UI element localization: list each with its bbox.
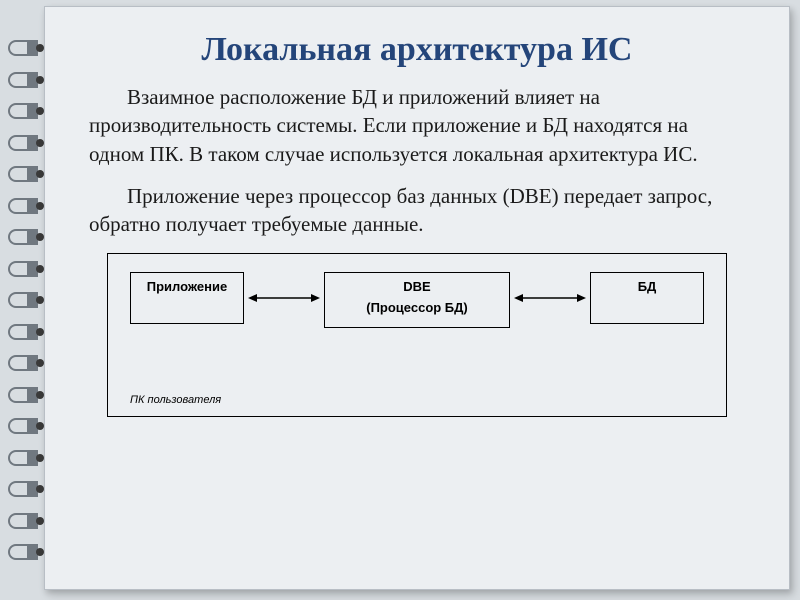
- node-app-label: Приложение: [131, 279, 243, 294]
- slide-title: Локальная архитектура ИС: [89, 31, 745, 69]
- paragraph-1: Взаимное расположение БД и приложений вл…: [89, 83, 745, 168]
- node-db: БД: [590, 272, 704, 324]
- arrow-app-dbe: [248, 272, 320, 324]
- diagram-container: Приложение DBE (Процессор БД): [107, 253, 727, 417]
- diagram-row: Приложение DBE (Процессор БД): [130, 272, 704, 328]
- diagram-caption: ПК пользователя: [130, 394, 221, 406]
- node-dbe: DBE (Процессор БД): [324, 272, 510, 328]
- node-dbe-label: DBE: [325, 279, 509, 294]
- node-dbe-label2: (Процессор БД): [325, 300, 509, 315]
- arrow-dbe-db: [514, 272, 586, 324]
- paragraph-2: Приложение через процессор баз данных (D…: [89, 182, 745, 239]
- node-app: Приложение: [130, 272, 244, 324]
- node-db-label: БД: [591, 279, 703, 294]
- paragraph-2-text: Приложение через процессор баз данных (D…: [89, 184, 712, 236]
- paragraph-1-text: Взаимное расположение БД и приложений вл…: [89, 85, 698, 166]
- spiral-binding: [8, 40, 44, 560]
- notebook-page: Локальная архитектура ИС Взаимное распол…: [44, 6, 790, 590]
